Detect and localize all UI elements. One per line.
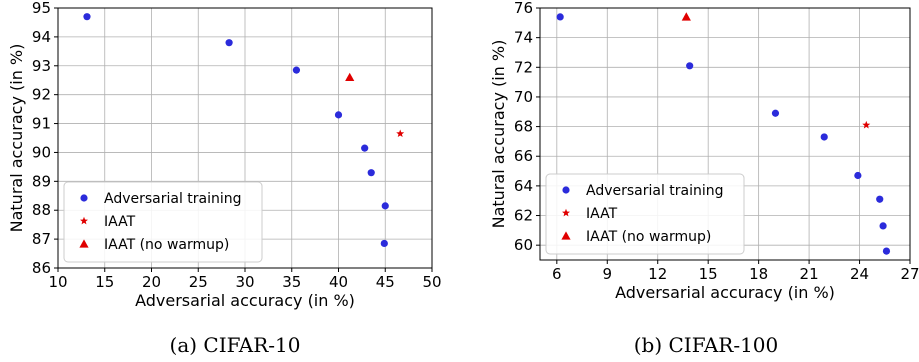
y-tick-label: 87 <box>32 230 51 248</box>
data-point-triangle <box>681 12 691 21</box>
legend-label: IAAT (no warmup) <box>586 229 711 245</box>
x-tick-label: 15 <box>95 273 114 291</box>
legend-box <box>63 181 263 263</box>
legend-marker-triangle <box>79 239 89 248</box>
chart-panel-cifar100: 6 9 12 15 18 21 24 27 60 62 64 66 68 70 72 74 76 Adversar… <box>489 0 919 302</box>
y-axis-label: Natural accuracy (in %) <box>489 40 508 229</box>
x-tick-label: 9 <box>602 265 612 283</box>
x-tick-label: 20 <box>142 273 161 291</box>
data-point-circle <box>771 109 780 117</box>
data-point-circle <box>334 111 343 119</box>
y-tick-label: 70 <box>514 88 533 106</box>
y-tick-label: 90 <box>32 143 51 161</box>
y-tick-label: 94 <box>32 28 51 46</box>
data-point-circle <box>225 39 233 47</box>
y-tick-label: 60 <box>514 236 533 254</box>
data-point-star <box>862 120 871 129</box>
legend-label: IAAT (no warmup) <box>104 237 229 253</box>
data-point-circle <box>83 13 91 21</box>
series-triangle <box>345 72 355 82</box>
y-tick-label: 76 <box>514 0 533 17</box>
series-circle <box>83 13 389 248</box>
x-tick-label: 12 <box>648 265 667 283</box>
x-tick-label: 27 <box>900 265 919 283</box>
x-tick-label: 24 <box>850 265 869 283</box>
data-point-circle <box>854 171 862 180</box>
y-tick-label: 89 <box>32 172 51 190</box>
x-tick-label: 50 <box>422 273 441 291</box>
data-point-circle <box>882 247 891 255</box>
x-tick-label: 35 <box>282 273 301 291</box>
y-tick-label: 92 <box>32 86 51 104</box>
x-tick-label: 6 <box>552 265 562 283</box>
x-tick-label: 18 <box>749 265 768 283</box>
data-point-circle <box>380 239 388 248</box>
data-point-circle <box>820 133 828 141</box>
series-circle <box>556 13 891 255</box>
y-tick-label: 64 <box>514 177 533 195</box>
caption-cifar100: (b) CIFAR-100 <box>634 333 779 357</box>
legend-marker-star <box>562 208 570 217</box>
x-tick-label: 30 <box>235 273 254 291</box>
y-tick-label: 88 <box>32 201 51 219</box>
y-tick-label: 93 <box>32 57 51 75</box>
data-point-circle <box>292 66 301 74</box>
legend-label: IAAT <box>586 206 618 222</box>
x-axis-label: Adversarial accuracy (in %) <box>615 283 835 302</box>
series-star <box>396 129 405 138</box>
x-tick-label: 25 <box>189 273 208 291</box>
data-point-circle <box>367 169 375 177</box>
x-axis-label: Adversarial accuracy (in %) <box>135 291 355 310</box>
chart-panel-cifar10: 10 15 20 25 30 35 40 45 50 86 87 88 89 90 91 92 93 94 95 Ad… <box>7 0 442 310</box>
legend-label: IAAT <box>104 214 136 230</box>
y-tick-label: 68 <box>514 118 533 136</box>
y-tick-label: 91 <box>32 115 51 133</box>
x-tick-label: 10 <box>48 273 67 291</box>
legend-label: Adversarial training <box>104 191 242 207</box>
caption-cifar10: (a) CIFAR-10 <box>170 333 301 357</box>
data-point-triangle <box>345 72 355 82</box>
legend-box <box>545 173 745 255</box>
legend: Adversarial training IAAT IAAT (no warmup) <box>63 181 263 263</box>
series-triangle <box>681 12 691 21</box>
y-tick-label: 66 <box>514 147 533 165</box>
data-point-circle <box>556 13 564 21</box>
y-tick-label: 62 <box>514 207 533 225</box>
legend-marker-circle <box>562 186 570 194</box>
x-tick-label: 45 <box>376 273 395 291</box>
x-tick-label: 21 <box>800 265 819 283</box>
x-tick-label: 40 <box>329 273 348 291</box>
data-point-circle <box>361 144 369 152</box>
y-tick-label: 74 <box>514 29 533 47</box>
y-axis-label: Natural accuracy (in %) <box>7 44 26 233</box>
y-tick-label: 72 <box>514 58 533 76</box>
legend-marker-star <box>80 216 88 225</box>
x-tick-label: 15 <box>699 265 718 283</box>
legend-label: Adversarial training <box>586 183 724 199</box>
legend-marker-triangle <box>561 231 571 240</box>
plot-frame <box>539 7 911 261</box>
legend: Adversarial training IAAT IAAT (no warmup) <box>545 173 745 255</box>
data-point-star <box>396 129 405 138</box>
data-point-circle <box>876 195 884 203</box>
y-tick-label: 86 <box>32 259 51 277</box>
data-point-circle <box>879 222 887 230</box>
series-star <box>862 120 871 129</box>
legend-marker-circle <box>80 194 88 202</box>
data-point-circle <box>381 202 389 210</box>
data-point-circle <box>686 62 694 70</box>
y-tick-label: 95 <box>32 0 51 17</box>
